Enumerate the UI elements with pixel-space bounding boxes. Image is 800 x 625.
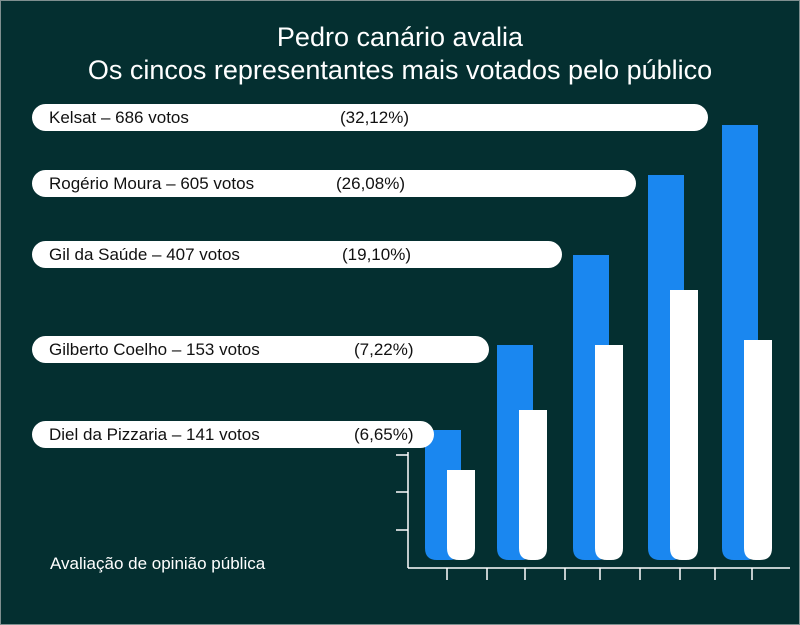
pill-name: Kelsat – 686 votos [49, 108, 189, 127]
white-bar [670, 290, 698, 560]
label-pill-gil-da-saude: Gil da Saúde – 407 votos (19,10%) [32, 241, 562, 268]
label-pill-kelsat: Kelsat – 686 votos (32,12%) [32, 104, 708, 131]
pill-percent: (26,08%) [336, 174, 405, 193]
pill-percent: (7,22%) [354, 340, 414, 359]
chart-title: Pedro canário avalia [276, 22, 524, 52]
label-pill-rogerio-moura: Rogério Moura – 605 votos (26,08%) [32, 170, 636, 197]
label-pill-gilberto-coelho: Gilberto Coelho – 153 votos (7,22%) [32, 336, 489, 363]
white-bar [519, 410, 547, 560]
footer-caption: Avaliação de opinião pública [50, 554, 266, 573]
pill-percent: (6,65%) [354, 425, 414, 444]
pill-percent: (19,10%) [342, 245, 411, 264]
white-bar [447, 470, 475, 560]
chart-subtitle: Os cincos representantes mais votados pe… [87, 55, 713, 85]
pill-name: Diel da Pizzaria – 141 votos [49, 425, 260, 444]
pill-name: Rogério Moura – 605 votos [49, 174, 255, 193]
white-bar [595, 345, 623, 560]
pill-percent: (32,12%) [340, 108, 409, 127]
white-bar [744, 340, 772, 560]
pill-name: Gil da Saúde – 407 votos [49, 245, 240, 264]
pill-name: Gilberto Coelho – 153 votos [49, 340, 260, 359]
label-pill-diel-da-pizzaria: Diel da Pizzaria – 141 votos (6,65%) [32, 421, 434, 448]
